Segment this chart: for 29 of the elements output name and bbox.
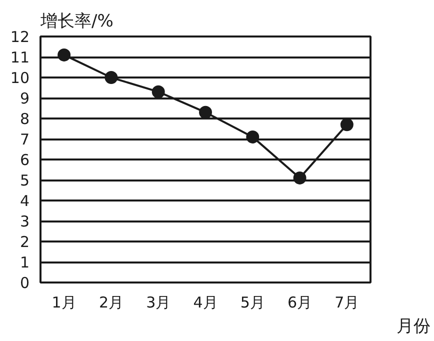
point [340, 118, 354, 132]
x-tick-label: 1月 [52, 294, 76, 312]
x-tick-label: 6月 [288, 294, 312, 312]
y-tick-label: 9 [20, 90, 30, 108]
y-tick-label: 10 [10, 69, 30, 87]
x-axis-title: 月份 [396, 316, 430, 336]
y-axis-title: 增长率/% [40, 12, 114, 32]
y-tick-label: 12 [10, 28, 30, 46]
y-tick-label: 2 [20, 233, 30, 251]
y-tick-label: 3 [20, 212, 30, 230]
x-tick-label: 2月 [98, 294, 124, 312]
point [152, 85, 165, 98]
y-tick-label: 8 [20, 110, 30, 128]
x-tick-label: 3月 [146, 294, 171, 312]
y-tick-label: 6 [20, 151, 30, 169]
point [293, 171, 306, 184]
y-tick-label: 4 [20, 192, 30, 210]
point [58, 48, 71, 62]
point [246, 130, 260, 144]
y-tick-label: 0 [20, 274, 30, 292]
y-tick-label: 7 [20, 130, 30, 148]
x-tick-label: 5月 [240, 294, 265, 312]
point [199, 106, 212, 119]
point [104, 71, 118, 84]
y-tick-label: 11 [10, 48, 30, 66]
x-tick-label: 7月 [334, 294, 360, 312]
y-tick-label: 5 [20, 172, 30, 190]
y-tick-label: 1 [20, 254, 30, 272]
x-tick-label: 4月 [193, 294, 218, 312]
